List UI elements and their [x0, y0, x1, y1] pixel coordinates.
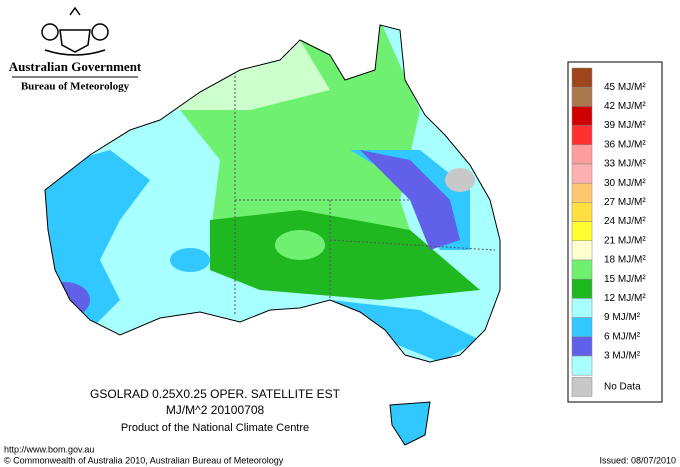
caption-line: GSOLRAD 0.25X0.25 OPER. SATELLITE EST — [90, 387, 341, 401]
legend-label: 24 MJ/M² — [604, 216, 646, 227]
legend-swatch — [571, 298, 593, 318]
legend-swatch — [571, 67, 593, 88]
legend-swatch — [571, 202, 593, 222]
legend-swatch — [571, 240, 593, 261]
legend-swatch — [571, 125, 593, 146]
legend: 45 MJ/M² 42 MJ/M² 39 MJ/M² 36 MJ/M² 33 MJ/M²… — [571, 67, 646, 397]
legend-label: 12 MJ/M² — [604, 293, 646, 304]
legend-label: 15 MJ/M² — [604, 274, 646, 285]
legend-swatch — [571, 336, 593, 357]
legend-swatch — [571, 355, 593, 376]
legend-swatch — [571, 144, 593, 165]
government-name: Australian Government — [9, 59, 142, 74]
legend-label: 33 MJ/M² — [604, 159, 646, 170]
legend-label: No Data — [604, 381, 641, 392]
legend-swatch — [571, 163, 593, 184]
legend-swatch — [571, 259, 593, 280]
caption-line: Product of the National Climate Centre — [121, 422, 309, 434]
issued-date: Issued: 08/07/2010 — [599, 455, 676, 465]
legend-label: 6 MJ/M² — [604, 331, 641, 342]
legend-swatch — [571, 86, 593, 107]
legend-swatch — [571, 221, 593, 242]
legend-label: 30 MJ/M² — [604, 178, 646, 189]
legend-label: 39 MJ/M² — [604, 120, 646, 131]
legend-label: 27 MJ/M² — [604, 197, 646, 208]
legend-swatch — [571, 182, 593, 203]
legend-swatch — [571, 106, 593, 126]
coastline — [44, 24, 501, 363]
tasmania — [389, 401, 431, 446]
legend-label: 3 MJ/M² — [604, 351, 641, 362]
legend-label: 45 MJ/M² — [604, 82, 646, 93]
legend-label: 21 MJ/M² — [604, 235, 646, 246]
legend-label: 9 MJ/M² — [604, 312, 641, 323]
legend-swatch — [571, 317, 593, 338]
caption-line: MJ/M^2 20100708 — [166, 403, 265, 417]
legend-swatch — [571, 278, 593, 299]
legend-label: 18 MJ/M² — [604, 255, 646, 266]
legend-label: 42 MJ/M² — [604, 101, 646, 112]
url: http://www.bom.gov.au — [4, 444, 94, 454]
bureau-name: Bureau of Meteorology — [21, 81, 130, 93]
copyright: © Commonwealth of Australia 2010, Austra… — [4, 455, 284, 465]
state-borders — [234, 72, 496, 315]
legend-swatch — [571, 376, 593, 397]
crest — [41, 6, 109, 56]
legend-label: 36 MJ/M² — [604, 139, 646, 150]
